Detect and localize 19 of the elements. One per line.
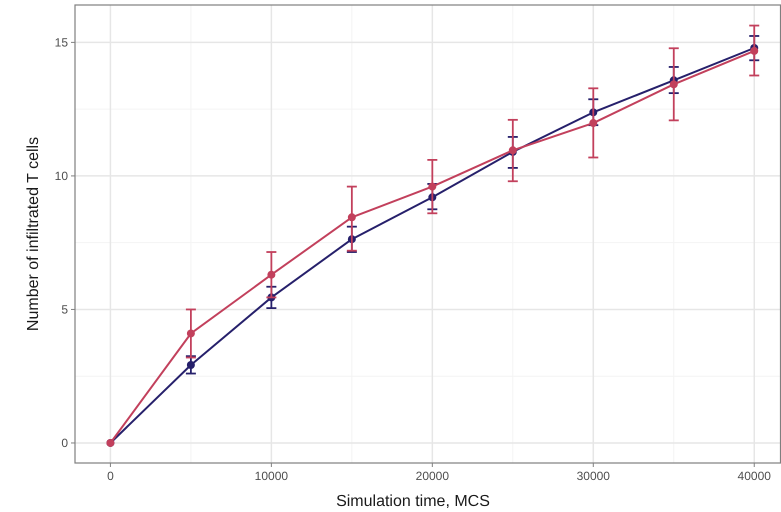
x-tick-label: 10000 [254, 469, 288, 483]
x-tick-label: 40000 [738, 469, 772, 483]
y-tick-label: 5 [61, 302, 68, 316]
y-tick-label: 0 [61, 436, 68, 450]
y-tick-label: 10 [54, 168, 68, 183]
point [186, 360, 195, 369]
point [348, 213, 356, 222]
point [670, 80, 678, 88]
x-axis-title: Simulation time, MCS [336, 493, 490, 510]
y-axis-title: Number of infiltrated T cells [25, 136, 42, 332]
x-tick-label: 30000 [576, 469, 610, 483]
point [267, 270, 276, 279]
y-tick-label: 15 [54, 35, 68, 50]
x-tick-label: 20000 [416, 469, 450, 483]
point [428, 182, 436, 191]
point [750, 46, 758, 55]
point [186, 329, 195, 338]
point [589, 119, 598, 128]
x-tick-label: 0 [107, 469, 114, 483]
